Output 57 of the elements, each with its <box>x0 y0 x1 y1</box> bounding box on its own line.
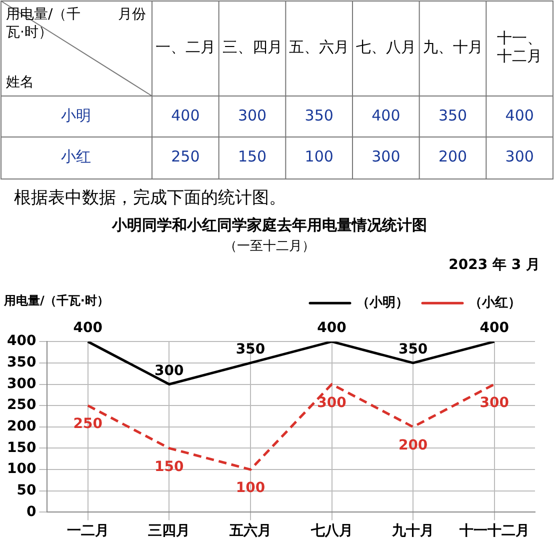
y-tick-label: 300 <box>6 376 36 392</box>
data-label: 250 <box>73 416 103 432</box>
y-tick-label: 250 <box>6 397 36 414</box>
y-tick-label: 小明 <box>61 106 91 124</box>
data-label: 100 <box>236 480 266 496</box>
y-tick-label: 200 <box>6 418 36 435</box>
data-label: 350 <box>304 106 334 124</box>
data-label: 200 <box>398 438 428 454</box>
chart-title: 小明同学和小红同学家庭去年用电量情况统计图 <box>111 216 427 234</box>
y-tick-label: 50 <box>16 482 36 499</box>
data-label: 400 <box>480 320 510 336</box>
y-tick-label: 小红 <box>61 147 91 166</box>
x-tick-label: 十一、十二月 <box>497 28 542 65</box>
data-label: 300 <box>480 394 510 411</box>
data-label: 200 <box>438 147 468 166</box>
data-label: 300 <box>372 147 400 166</box>
data-label: 350 <box>438 106 468 124</box>
x-tick-label: 九十月 <box>391 523 434 540</box>
x-tick-label: 十一十二月 <box>458 523 530 540</box>
data-label: 350 <box>236 342 266 358</box>
legend-label: （小红） <box>469 295 521 310</box>
text: 2023 年 3 月 <box>448 257 540 274</box>
y-axis-title: 用电量/（千瓦·时） <box>3 294 109 308</box>
x-tick-label: 七、八月 <box>356 38 416 56</box>
y-tick-label: 100 <box>6 461 36 478</box>
data-label: 150 <box>154 458 184 475</box>
x-tick-label: 三、四月 <box>222 38 282 56</box>
data-label: 100 <box>304 147 334 166</box>
text: 姓名 <box>6 74 34 91</box>
y-axis-title: 用电量/（千瓦·时） <box>6 6 81 41</box>
y-tick-label: 350 <box>6 354 36 371</box>
data-label: 150 <box>238 147 267 166</box>
data-label: 400 <box>317 320 347 336</box>
x-tick-label: 三四月 <box>148 523 190 540</box>
y-tick-label: 150 <box>6 440 36 456</box>
data-label: 250 <box>171 147 200 166</box>
y-tick-label: 0 <box>26 504 36 520</box>
data-label: 400 <box>372 106 400 124</box>
data-label: 400 <box>505 106 534 124</box>
x-tick-label: 九、十月 <box>422 38 483 56</box>
x-tick-label: 五、六月 <box>289 38 350 56</box>
data-label: 400 <box>73 320 103 336</box>
data-label: 350 <box>398 342 428 358</box>
x-tick-label: 五六月 <box>228 522 272 540</box>
x-tick-label: 一、二月 <box>155 38 216 56</box>
text: 根据表中数据，完成下面的统计图。 <box>14 187 287 209</box>
x-tick-label: 七八月 <box>310 523 353 540</box>
x-axis-title: 月份 <box>118 6 146 23</box>
y-tick-label: 400 <box>6 333 36 350</box>
data-label: 300 <box>505 147 534 166</box>
data-label: 400 <box>171 106 200 124</box>
data-label: 300 <box>154 362 184 379</box>
legend-label: （小明） <box>356 295 408 310</box>
chart-subtitle: （一至十二月） <box>224 239 315 254</box>
data-label: 300 <box>238 106 267 124</box>
data-label: 300 <box>317 394 347 411</box>
x-tick-label: 一二月 <box>66 523 109 540</box>
